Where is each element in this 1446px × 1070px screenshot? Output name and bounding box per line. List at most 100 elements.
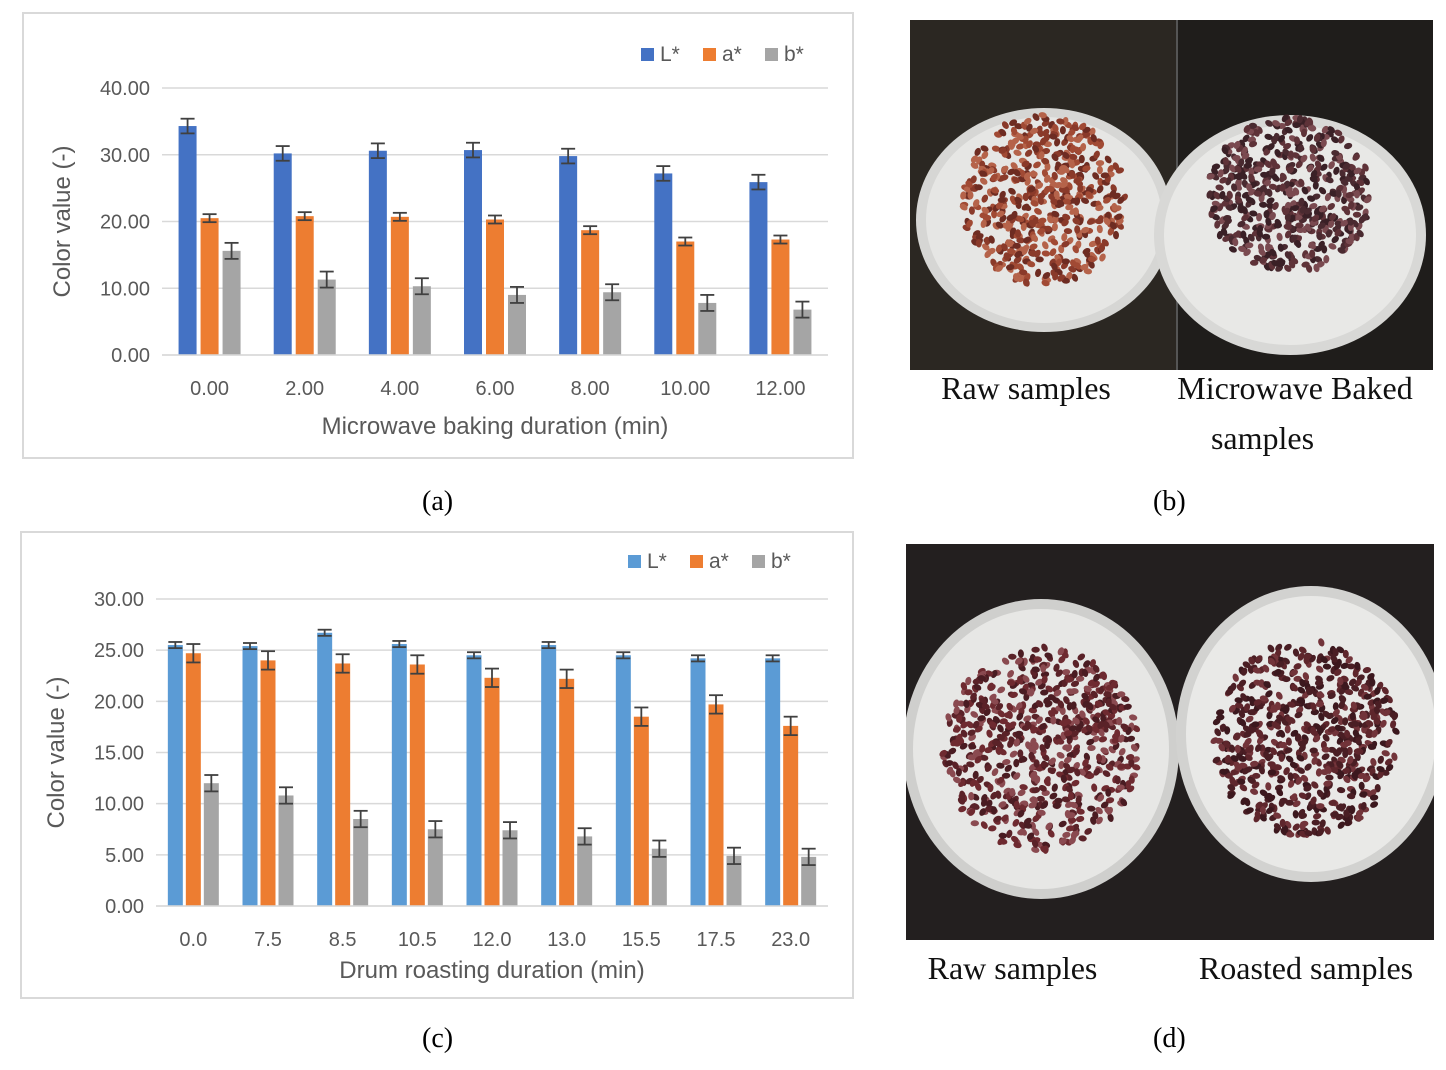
bar-lstar [368, 150, 387, 355]
caption-d-roasted: Roasted samples [1198, 950, 1414, 986]
bar-bstar [577, 836, 593, 906]
legend-swatch-astar [690, 555, 703, 568]
x-tick-label: 12.0 [473, 929, 512, 951]
error-bar [709, 694, 723, 715]
caption-b-baked-line2: samples [1210, 420, 1315, 456]
legend-label: b* [784, 43, 804, 66]
bar-astar [484, 677, 500, 906]
x-tick-label: 8.00 [571, 378, 610, 400]
bar-astar [185, 653, 201, 906]
error-bar [541, 641, 556, 650]
bar-lstar [273, 153, 292, 355]
bar-lstar [690, 658, 706, 906]
bar-astar [771, 239, 790, 355]
error-bar [700, 294, 715, 312]
bar-lstar [654, 173, 673, 355]
y-tick-label: 30.00 [100, 145, 150, 167]
error-bar [773, 234, 788, 245]
error-bar [634, 706, 649, 727]
bar-astar [486, 219, 504, 355]
legend-swatch-lstar [628, 555, 641, 568]
photo-d-image [906, 544, 1434, 940]
bar-lstar [749, 182, 768, 355]
error-bar [467, 651, 481, 660]
bar-lstar [615, 655, 631, 906]
legend-label: b* [771, 550, 791, 573]
bar-bstar [651, 848, 667, 906]
x-tick-label: 7.5 [254, 929, 282, 951]
error-bar [765, 654, 780, 663]
bar-astar [409, 664, 425, 906]
y-tick-label: 15.00 [94, 743, 144, 765]
bar-bstar [502, 830, 518, 906]
x-tick-label: 0.00 [190, 378, 229, 400]
error-bar [392, 211, 407, 222]
legend-label: L* [647, 550, 667, 573]
photo-b [910, 20, 1433, 370]
error-bar [577, 827, 592, 846]
y-tick-label: 0.00 [105, 896, 144, 918]
y-tick-label: 10.00 [100, 278, 150, 300]
x-tick-label: 4.00 [380, 378, 419, 400]
x-tick-label: 10.5 [398, 929, 437, 951]
y-tick-label: 5.00 [105, 845, 144, 867]
bar-lstar [765, 658, 781, 906]
legend-label: L* [660, 43, 680, 66]
bar-lstar [317, 632, 333, 906]
caption-b-raw: Raw samples [941, 370, 1111, 406]
error-bar [428, 820, 443, 839]
bean-pile [939, 643, 1141, 854]
bar-astar [200, 218, 219, 355]
caption-b-baked-line1: Microwave Baked [1177, 370, 1413, 406]
y-tick-label: 20.00 [94, 691, 144, 713]
bar-bstar [317, 279, 336, 355]
legend-swatch-bstar [752, 555, 765, 568]
error-bar [319, 270, 334, 289]
caption-d-raw: Raw samples [927, 950, 1098, 986]
error-bar [561, 147, 576, 165]
error-bar [559, 668, 574, 689]
bean-pile [959, 112, 1128, 287]
error-bar [180, 117, 195, 135]
error-bar [466, 141, 480, 159]
bar-bstar [278, 795, 294, 906]
error-bar [317, 628, 332, 637]
error-bar [202, 213, 217, 224]
bar-lstar [559, 156, 578, 355]
photo-b-image [910, 20, 1433, 370]
bar-astar [559, 678, 575, 906]
panel-label-d: (d) [1153, 1023, 1186, 1054]
y-tick-label: 0.00 [111, 345, 150, 367]
x-tick-label: 0.0 [179, 929, 207, 951]
bar-bstar [353, 819, 369, 906]
bar-astar [295, 216, 314, 355]
bar-bstar [412, 286, 431, 355]
error-bar [801, 847, 816, 866]
error-bar [795, 300, 810, 319]
error-bar [410, 654, 425, 675]
x-tick-label: 17.5 [697, 929, 736, 951]
error-bar [279, 786, 293, 805]
error-bar [261, 650, 275, 671]
error-bar [652, 839, 667, 858]
bar-bstar [508, 294, 526, 355]
bar-bstar [698, 302, 717, 355]
bar-lstar [167, 645, 183, 906]
bar-astar [335, 663, 351, 906]
bar-astar [783, 725, 799, 906]
chart-a-frame: 0.00 10.00 20.00 30.00 40.00 0.00 2.00 4.00 6.00… [22, 12, 854, 459]
x-tick-label: 15.5 [622, 929, 661, 951]
x-axis-title: Drum roasting duration (min) [339, 957, 644, 984]
y-axis-title: Color value (-) [49, 145, 76, 297]
bar-bstar [427, 829, 443, 906]
legend-label: a* [722, 43, 742, 66]
bar-lstar [466, 655, 482, 906]
error-bar [370, 142, 385, 159]
bean-pile [1210, 638, 1400, 838]
bar-lstar [464, 150, 482, 355]
error-bar [224, 241, 239, 260]
x-tick-label: 12.00 [755, 378, 805, 400]
error-bar [691, 654, 705, 663]
error-bar [727, 846, 741, 865]
bar-bstar [203, 783, 219, 906]
